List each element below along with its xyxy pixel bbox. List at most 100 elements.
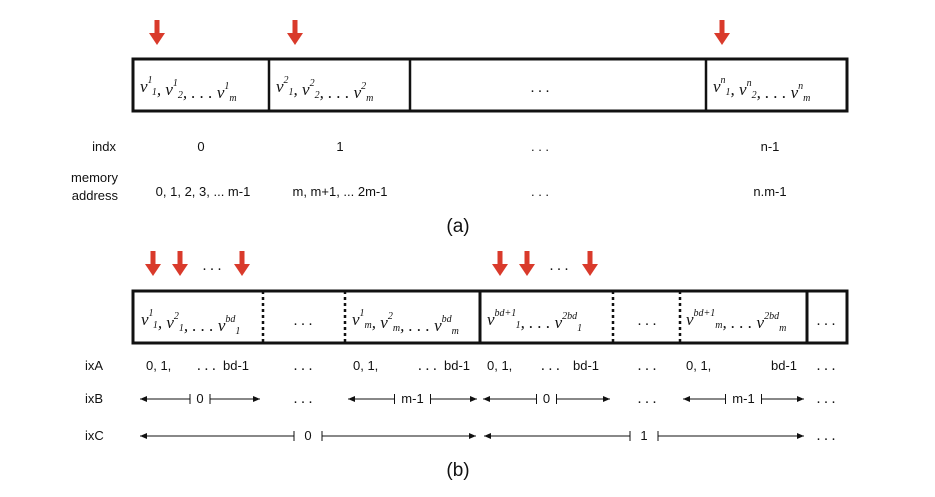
part-a-red-arrow-0 xyxy=(149,20,165,45)
comma: , xyxy=(372,313,381,332)
dots: , . . . xyxy=(521,313,555,332)
ixB-gap-dots-1: . . . xyxy=(638,391,657,407)
arrow-shaft xyxy=(177,251,183,265)
term1-v: v xyxy=(686,310,694,329)
part-a-cell-3: vn1, vn2, . . . vnm xyxy=(713,75,810,104)
term2-v: v xyxy=(166,313,174,332)
ixA-gap-dots-1: . . . xyxy=(638,358,657,374)
arrow-shaft xyxy=(154,20,160,34)
dots: , . . . xyxy=(184,316,218,335)
part-b-cell-2: v1m, v2m, . . . vbdm xyxy=(352,308,459,337)
ixA-gap-dots-0: . . . xyxy=(294,358,313,374)
ixA-lead-2: 0, 1, xyxy=(487,358,512,373)
ixA-end-3: bd-1 xyxy=(771,358,797,373)
part-b-red-arrow-0 xyxy=(145,251,161,276)
term1-sup: 2 xyxy=(284,75,289,86)
term2-sub: 2 xyxy=(178,90,183,101)
arrow-shaft xyxy=(719,20,725,34)
ixA-label: ixA xyxy=(85,358,103,373)
indx-value-0: 0 xyxy=(197,139,204,154)
ixB-span-3: m-1 xyxy=(683,391,804,406)
term2-sup: n xyxy=(747,78,752,89)
term1-sub: 1 xyxy=(289,87,294,98)
caption-a: (a) xyxy=(446,216,469,237)
memory-label: memory xyxy=(71,170,118,185)
part-a-cell-1: v21, v22, . . . v2m xyxy=(276,75,373,104)
arrow-head xyxy=(582,264,598,276)
comma: , xyxy=(731,80,740,99)
ixC-label: ixC xyxy=(85,428,104,443)
ixA-gap-dots-2: . . . xyxy=(817,358,836,374)
term3-sub: m xyxy=(229,93,236,104)
term2-sub: 2 xyxy=(752,90,757,101)
term3-v: v xyxy=(791,83,799,102)
ixB-span-1: m-1 xyxy=(348,391,477,406)
ixB-gap-dots-2: . . . xyxy=(817,391,836,407)
term1-v: v xyxy=(140,77,148,96)
part-a-cell-ellipsis: . . . xyxy=(531,80,550,96)
part-b-array-box xyxy=(131,289,849,345)
arrow-head xyxy=(145,264,161,276)
term1-v: v xyxy=(352,310,360,329)
dots: , . . . xyxy=(757,83,791,102)
span-label: 0 xyxy=(543,391,550,406)
comma: , xyxy=(294,80,303,99)
term1-sup: 1 xyxy=(148,75,152,86)
part-b-cell-ellipsis: . . . xyxy=(817,313,836,329)
arrow-head xyxy=(519,264,535,276)
ixA-lead-1: 0, 1, xyxy=(353,358,378,373)
arrow-head xyxy=(234,264,250,276)
part-b-red-arrow-2 xyxy=(234,251,250,276)
term3-sup: bd xyxy=(442,314,453,325)
indx-value-2: . . . xyxy=(531,139,549,154)
arrow-shaft xyxy=(587,251,593,265)
term2-v: v xyxy=(380,313,388,332)
term2-v: v xyxy=(555,313,563,332)
term1-sub: m xyxy=(365,320,372,331)
term3-v: v xyxy=(218,316,226,335)
arrow-head xyxy=(492,264,508,276)
term1-sup: 1 xyxy=(149,308,153,319)
ixA-dots-0: . . . xyxy=(197,358,216,374)
span-label: 1 xyxy=(640,428,647,443)
term1-sub: 1 xyxy=(153,320,158,331)
term3-sub: 1 xyxy=(235,326,240,337)
arrow-head xyxy=(714,33,730,45)
span-label: 0 xyxy=(196,391,203,406)
address-value-0: 0, 1, 2, 3, ... m-1 xyxy=(156,184,251,199)
part-b-arrow-dots-1: . . . xyxy=(550,258,569,274)
dots: , . . . xyxy=(320,83,354,102)
term1-v: v xyxy=(487,310,495,329)
part-b-red-arrow-4 xyxy=(519,251,535,276)
term3-sup: 1 xyxy=(224,81,229,92)
term3-sup: bd xyxy=(225,314,236,325)
ixB-span-0: 0 xyxy=(140,391,260,406)
dots: , . . . xyxy=(723,313,757,332)
part-b-cell-0: v11, v21, . . . vbd1 xyxy=(141,308,240,337)
part-b-arrow-dots-0: . . . xyxy=(203,258,222,274)
arrow-shaft xyxy=(150,251,156,265)
term1-sub: 1 xyxy=(152,87,157,98)
term2-sup: 2bd xyxy=(562,311,578,322)
dots: , . . . xyxy=(400,316,434,335)
arrow-head xyxy=(149,33,165,45)
arrow-shaft xyxy=(292,20,298,34)
ixA-end-2: bd-1 xyxy=(573,358,599,373)
term2-sub: 1 xyxy=(179,323,184,334)
part-b-cell-3: vbd+11, . . . v2bd1 xyxy=(487,308,582,334)
address-value-2: . . . xyxy=(531,184,549,199)
term2-v: v xyxy=(757,313,765,332)
ixA-end-1: bd-1 xyxy=(444,358,470,373)
ixC-span-0: 0 xyxy=(140,428,476,443)
term2-v: v xyxy=(302,80,310,99)
dots: , . . . xyxy=(183,83,217,102)
arrow-shaft xyxy=(497,251,503,265)
span-label: 0 xyxy=(304,428,311,443)
arrow-shaft xyxy=(524,251,530,265)
term1-sup: 1 xyxy=(360,308,365,319)
span-label: m-1 xyxy=(732,391,754,406)
term3-sub: m xyxy=(366,93,373,104)
part-b-cell-5: vbd+1m, . . . v2bdm xyxy=(686,308,786,334)
